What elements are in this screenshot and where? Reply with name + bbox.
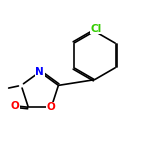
Text: O: O — [47, 102, 56, 112]
Text: O: O — [11, 101, 20, 111]
Text: Cl: Cl — [90, 24, 102, 34]
Text: N: N — [35, 67, 44, 77]
